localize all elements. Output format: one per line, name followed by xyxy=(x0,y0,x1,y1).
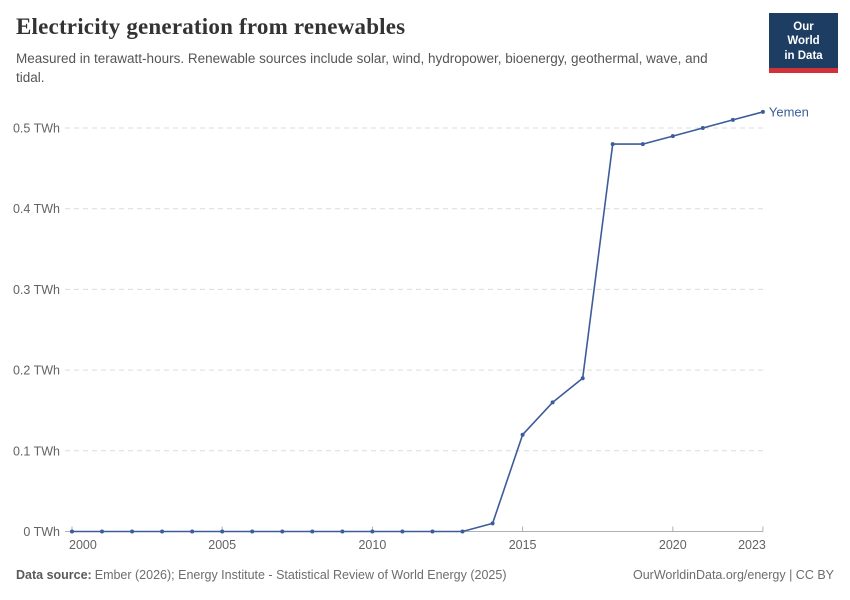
chart-canvas: 0 TWh 0.1 TWh 0.2 TWh 0.3 TWh 0.4 TWh 0.5 TWh… xyxy=(13,104,809,552)
data-point-2006[interactable] xyxy=(250,529,255,534)
data-point-2015[interactable] xyxy=(520,432,525,437)
data-point-2019[interactable] xyxy=(640,142,645,147)
data-point-2010[interactable] xyxy=(370,529,375,534)
license-note: OurWorldinData.org/energy | CC BY xyxy=(632,568,834,582)
data-point-2020[interactable] xyxy=(670,134,675,139)
data-point-2005[interactable] xyxy=(220,529,225,534)
x-tick-label: 2023 xyxy=(738,538,766,552)
owid-logo-line1: Our World xyxy=(787,21,820,48)
data-point-2018[interactable] xyxy=(610,142,615,147)
data-point-2003[interactable] xyxy=(160,529,165,534)
x-tick-label: 2000 xyxy=(69,538,97,552)
data-point-2004[interactable] xyxy=(190,529,195,534)
data-point-2000[interactable] xyxy=(70,529,74,534)
data-point-2022[interactable] xyxy=(730,117,735,122)
data-point-2016[interactable] xyxy=(550,400,555,405)
chart-title: Electricity generation from renewables xyxy=(16,14,406,39)
data-point-2008[interactable] xyxy=(310,529,315,534)
y-tick-label: 0.4 TWh xyxy=(13,202,60,216)
data-point-2021[interactable] xyxy=(700,126,705,130)
x-tick-label: 2005 xyxy=(208,538,236,552)
x-tick-label: 2020 xyxy=(659,538,687,552)
data-point-2007[interactable] xyxy=(280,529,285,534)
y-tick-label: 0.5 TWh xyxy=(13,122,60,136)
owid-logo-line2: in Data xyxy=(784,49,823,62)
chart-subtitle: Measured in terawatt-hours. Renewable so… xyxy=(16,51,708,85)
data-source-label: Data source: xyxy=(16,568,92,582)
y-tick-label: 0.1 TWh xyxy=(13,444,60,458)
x-tick-label: 2010 xyxy=(358,538,386,552)
owid-logo: Our World in Data xyxy=(769,13,838,74)
series-label-yemen[interactable]: Yemen xyxy=(769,104,809,119)
data-point-2002[interactable] xyxy=(130,529,135,534)
data-point-2014[interactable] xyxy=(490,521,495,526)
data-point-2012[interactable] xyxy=(430,529,435,534)
line-chart: 0 TWh 0.1 TWh 0.2 TWh 0.3 TWh 0.4 TWh 0.5 TWh… xyxy=(0,100,850,560)
y-tick-label: 0 TWh xyxy=(23,525,60,539)
data-point-2023[interactable] xyxy=(760,109,765,114)
data-point-2001[interactable] xyxy=(100,529,104,534)
y-tick-label: 0.3 TWh xyxy=(13,283,60,297)
data-source: Data source: Ember (2026); Energy Institu… xyxy=(16,568,506,582)
series-line-yemen[interactable] xyxy=(72,111,764,533)
data-source-text: Ember (2026); Energy Institute - Statist… xyxy=(94,568,507,582)
x-tick-label: 2015 xyxy=(509,538,537,552)
data-point-2013[interactable] xyxy=(460,529,465,534)
data-point-2011[interactable] xyxy=(400,529,405,534)
data-point-2017[interactable] xyxy=(580,376,585,381)
y-tick-label: 0.2 TWh xyxy=(13,364,60,378)
data-point-2009[interactable] xyxy=(340,529,345,534)
